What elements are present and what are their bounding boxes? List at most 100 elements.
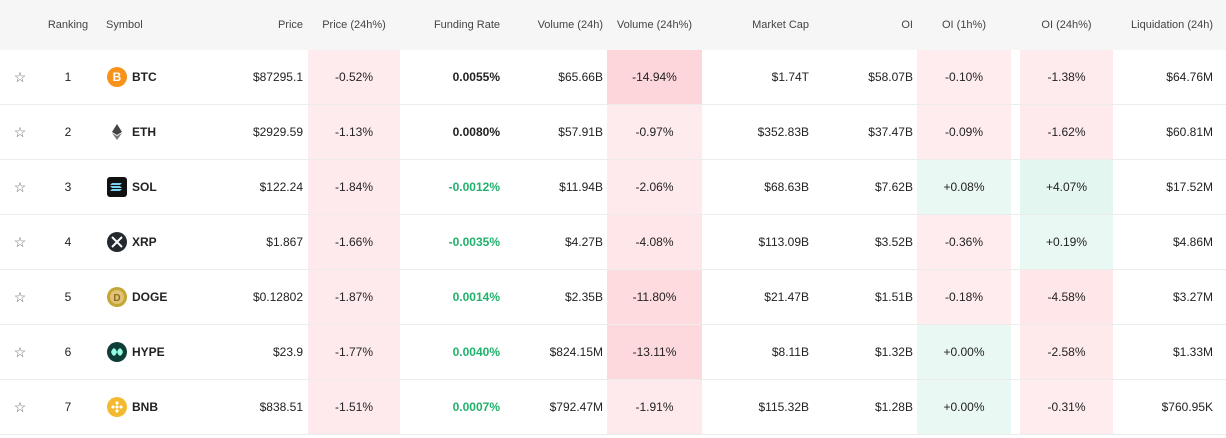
symbol[interactable]: ETH [132, 125, 156, 139]
favorite-star[interactable]: ☆ [13, 288, 27, 305]
change-cell-bg [308, 270, 400, 324]
table-cell: 2 [64, 125, 72, 139]
table-cell: $65.66B [558, 70, 603, 84]
column-header[interactable]: Ranking [47, 19, 89, 31]
change-cell-bg [607, 215, 702, 269]
favorite-star[interactable]: ☆ [13, 398, 27, 415]
table-cell: $1.28B [874, 400, 913, 414]
column-header[interactable]: OI [901, 19, 913, 31]
change-cell-bg [308, 380, 400, 434]
column-header[interactable]: Price (24h%) [322, 19, 386, 31]
table-cell: $7.62B [874, 180, 913, 194]
change-cell-bg [1020, 50, 1113, 104]
table-cell: -0.09% [944, 125, 984, 139]
table-cell: -11.80% [632, 290, 677, 304]
favorite-star[interactable]: ☆ [13, 178, 27, 195]
table-cell: -4.58% [1047, 290, 1086, 304]
table-row[interactable]: ☆ 6 HYPE $23.9 -1.77% 0.0040% $824.15M -13.11% $… [0, 325, 1226, 380]
table-cell: +4.07% [1045, 180, 1088, 194]
table-row[interactable]: ☆ 4 XRP $1.867 -1.66% -0.0035% $4.27B -4.08% $11… [0, 215, 1226, 270]
table-cell: -1.77% [334, 345, 374, 359]
symbol[interactable]: SOL [132, 180, 157, 194]
table-cell: 0.0080% [452, 125, 500, 139]
table-cell: -1.84% [334, 180, 374, 194]
table-cell: -0.10% [944, 70, 984, 84]
symbol[interactable]: DOGE [132, 290, 168, 304]
table-cell: $1.867 [266, 235, 303, 249]
table-cell: -13.11% [632, 345, 677, 359]
symbol[interactable]: XRP [132, 235, 157, 249]
change-cell-bg [607, 105, 702, 159]
column-header[interactable]: Volume (24h) [537, 19, 603, 31]
column-header[interactable]: Symbol [106, 19, 143, 31]
change-cell-bg [607, 160, 702, 214]
column-header[interactable]: Volume (24h%) [616, 19, 693, 31]
change-cell-bg [1020, 270, 1113, 324]
table-cell: -2.58% [1047, 345, 1086, 359]
change-cell-bg [308, 160, 400, 214]
table-row[interactable]: ☆ 3 SOL $122.24 -1.84% -0.0012% $11.94B -2.06% $… [0, 160, 1226, 215]
change-cell-bg [308, 215, 400, 269]
column-header[interactable]: Market Cap [752, 19, 809, 31]
table-row[interactable]: ☆ 7 BNB $838.51 -1.51% 0.0007% $792.47M -1.91% $… [0, 380, 1226, 435]
table-cell: 0.0055% [452, 70, 500, 84]
table-row[interactable]: ☆ 1 B BTC $87295.1 -0.52% 0.0055% $65.66B -14.94… [0, 50, 1226, 105]
table-cell: $352.83B [757, 125, 809, 139]
table-cell: $1.32B [874, 345, 913, 359]
table-cell: -1.91% [635, 400, 674, 414]
table-cell: -1.38% [1047, 70, 1086, 84]
favorite-star[interactable]: ☆ [13, 68, 27, 85]
table-cell: $3.27M [1172, 290, 1213, 304]
table-cell: -0.31% [1047, 400, 1086, 414]
change-cell-bg [917, 270, 1011, 324]
change-cell-bg [308, 325, 400, 379]
column-header[interactable]: Price [277, 19, 303, 31]
table-cell: -1.13% [334, 125, 374, 139]
change-cell-bg [917, 160, 1011, 214]
change-cell-bg [1020, 380, 1113, 434]
column-header[interactable]: OI (24h%) [1041, 19, 1092, 31]
table-cell: 1 [64, 70, 72, 84]
table-cell: 7 [64, 400, 72, 414]
table-cell: -0.0012% [448, 180, 500, 194]
symbol[interactable]: HYPE [132, 345, 165, 359]
table-cell: 0.0007% [452, 400, 500, 414]
column-header[interactable]: OI (1h%) [941, 19, 986, 31]
table-cell: -0.52% [334, 70, 374, 84]
table-cell: 5 [64, 290, 72, 304]
table-cell: $17.52M [1166, 180, 1213, 194]
table-cell: 0.0014% [452, 290, 500, 304]
table-cell: $1.74T [771, 70, 809, 84]
change-cell-bg [917, 50, 1011, 104]
coin-icon: B [107, 67, 127, 87]
change-cell-bg [917, 105, 1011, 159]
change-cell-bg [917, 215, 1011, 269]
favorite-star[interactable]: ☆ [13, 343, 27, 360]
table-cell: -14.94% [632, 70, 677, 84]
table-cell: $2929.59 [252, 125, 303, 139]
table-cell: $1.33M [1172, 345, 1213, 359]
table-row[interactable]: ☆ 5 D DOGE $0.12802 -1.87% 0.0014% $2.35B -11.80… [0, 270, 1226, 325]
change-cell-bg [308, 50, 400, 104]
table-row[interactable]: ☆ 2 ETH $2929.59 -1.13% 0.0080% $57.91B -0.97% $… [0, 105, 1226, 160]
table-cell: $21.47B [764, 290, 809, 304]
favorite-star[interactable]: ☆ [13, 123, 27, 140]
column-header[interactable]: Liquidation (24h) [1131, 19, 1213, 31]
table-cell: $2.35B [564, 290, 603, 304]
table-cell: +0.19% [1045, 235, 1088, 249]
favorite-star[interactable]: ☆ [13, 233, 27, 250]
change-cell-bg [607, 325, 702, 379]
table-cell: $3.52B [874, 235, 913, 249]
table-cell: $64.76M [1166, 70, 1213, 84]
change-cell-bg [607, 50, 702, 104]
change-cell-bg [917, 380, 1011, 434]
change-cell-bg [1020, 105, 1113, 159]
table-cell: $4.86M [1172, 235, 1213, 249]
symbol[interactable]: BNB [132, 400, 158, 414]
table-cell: -0.97% [635, 125, 674, 139]
table-cell: $838.51 [259, 400, 303, 414]
table-cell: 6 [64, 345, 72, 359]
table-cell: -0.0035% [448, 235, 500, 249]
column-header[interactable]: Funding Rate [433, 19, 500, 31]
symbol[interactable]: BTC [132, 70, 157, 84]
